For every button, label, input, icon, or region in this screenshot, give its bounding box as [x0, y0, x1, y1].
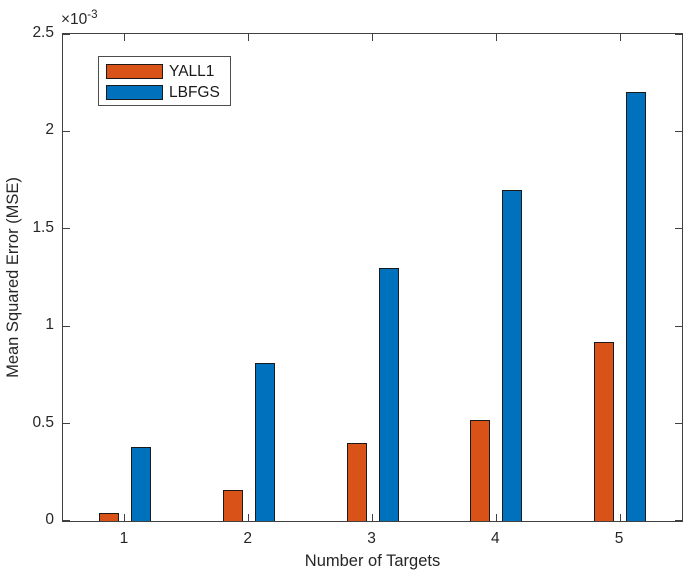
y-axis-exponent-label: ×10-3: [61, 9, 98, 29]
x-tick-5: [619, 514, 621, 521]
legend-label-yall1: YALL1: [169, 63, 215, 80]
bar-yall1-target-1: [98, 513, 119, 521]
x-tick-5: [619, 34, 621, 41]
y-tick-0.5: [63, 423, 70, 425]
bar-lbfgs-target-4: [502, 190, 523, 521]
legend-swatch-yall1: [106, 64, 163, 79]
bar-yall1-target-3: [346, 443, 367, 521]
x-tick-4: [495, 514, 497, 521]
x-tick-label-4: 4: [490, 530, 500, 547]
bar-yall1-target-5: [594, 342, 615, 521]
y-tick-label-2.5: 2.5: [32, 24, 54, 41]
legend-label-lbfgs: LBFGS: [169, 84, 220, 101]
x-axis-title: Number of Targets: [304, 552, 441, 570]
x-tick-label-5: 5: [614, 530, 624, 547]
y-tick-2.5: [675, 34, 682, 35]
exponent-base: ×10: [61, 11, 88, 29]
bar-yall1-target-4: [470, 420, 491, 521]
bar-lbfgs-target-2: [254, 363, 275, 521]
x-tick-label-3: 3: [367, 530, 376, 547]
bar-lbfgs-target-1: [130, 447, 151, 521]
legend-swatch-lbfgs: [106, 85, 163, 100]
y-tick-1: [63, 325, 70, 327]
y-tick-label-0: 0: [45, 511, 54, 528]
x-tick-3: [372, 34, 373, 41]
legend-item-lbfgs: LBFGS: [106, 84, 230, 101]
y-tick-0.5: [675, 423, 682, 425]
y-tick-0: [63, 520, 70, 521]
y-tick-label-0.5: 0.5: [32, 413, 54, 431]
x-tick-1: [124, 34, 126, 41]
x-tick-label-2: 2: [243, 530, 252, 547]
y-tick-1.5: [675, 228, 682, 230]
x-tick-2: [248, 34, 250, 41]
y-tick-2.5: [63, 34, 70, 35]
x-tick-4: [495, 34, 497, 41]
y-tick-label-2: 2: [45, 121, 54, 139]
y-tick-2: [63, 130, 70, 132]
y-tick-2: [675, 130, 682, 132]
x-tick-3: [372, 514, 373, 521]
x-tick-1: [124, 514, 126, 521]
legend-item-yall1: YALL1: [106, 63, 230, 80]
x-tick-label-1: 1: [119, 530, 129, 547]
y-tick-label-1.5: 1.5: [32, 218, 54, 236]
y-tick-1: [675, 325, 682, 327]
y-tick-1.5: [63, 228, 70, 230]
legend: YALL1 LBFGS: [98, 56, 231, 106]
x-tick-2: [248, 514, 250, 521]
bar-lbfgs-target-5: [626, 92, 647, 521]
y-tick-0: [675, 520, 682, 521]
y-axis-title: Mean Squared Error (MSE): [4, 177, 22, 378]
bar-yall1-target-2: [222, 490, 243, 521]
plot-area: YALL1 LBFGS: [62, 33, 683, 522]
y-tick-label-1: 1: [45, 316, 54, 334]
bar-lbfgs-target-3: [378, 268, 399, 521]
exponent-power: -3: [87, 9, 98, 21]
